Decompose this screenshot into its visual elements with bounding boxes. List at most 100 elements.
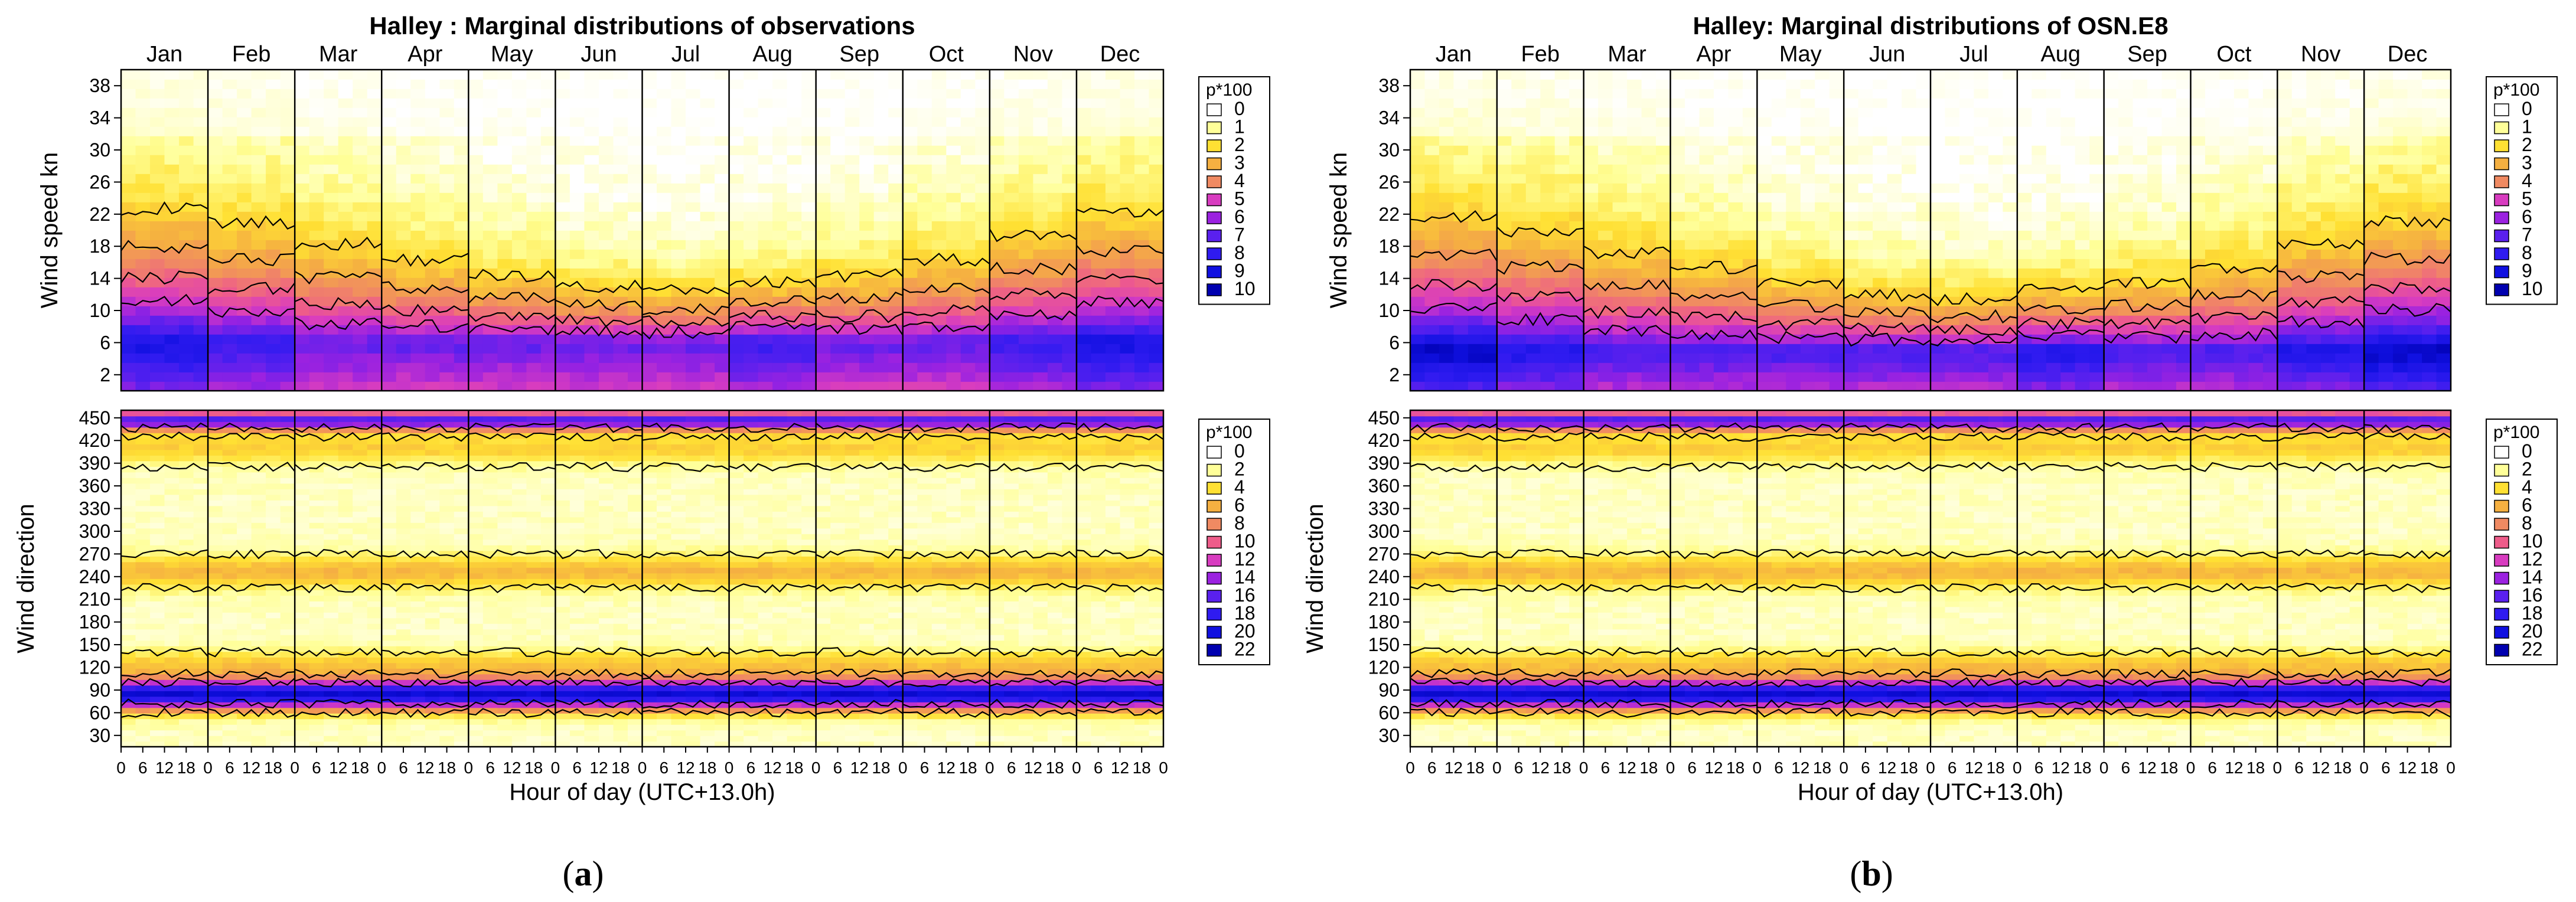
direction-y-tick-label: 60 [89, 702, 110, 723]
direction-y-tick-label: 390 [79, 453, 110, 474]
legend-swatch [2494, 283, 2509, 296]
x-axis-label: Hour of day (UTC+13.0h) [509, 779, 775, 805]
legend-swatch [1207, 571, 1222, 585]
hour-tick-label: 0 [551, 759, 560, 777]
legend-swatch [2494, 193, 2509, 207]
legend-swatch [1207, 482, 1222, 495]
direction-y-tick-label: 270 [1368, 543, 1400, 564]
hour-tick-label: 6 [1687, 759, 1697, 777]
legend-value: 3 [2522, 152, 2532, 174]
month-label: Mar [319, 42, 358, 67]
month-label: Mar [1607, 42, 1646, 67]
legend-swatch [1207, 211, 1222, 224]
speed-y-tick-label: 18 [89, 236, 110, 257]
legend-swatch [2494, 211, 2509, 224]
speed-y-axis-label: Wind speed kn [1326, 152, 1352, 309]
hour-tick-label: 6 [2381, 759, 2391, 777]
speed-plot-frame [120, 68, 1165, 392]
legend-value: 0 [2522, 440, 2532, 462]
month-label: Oct [2216, 42, 2252, 67]
hour-tick-label: 6 [1948, 759, 1957, 777]
direction-y-tick-label: 210 [79, 589, 110, 610]
hour-tick-label: 18 [872, 759, 890, 777]
month-label: Nov [2301, 42, 2341, 67]
speed-y-tick-label: 22 [1378, 204, 1400, 225]
legend-value: 18 [2522, 603, 2543, 624]
hour-tick-label: 0 [2446, 759, 2456, 777]
speed-y-tick-label: 2 [100, 364, 110, 385]
hour-tick-label: 18 [2160, 759, 2178, 777]
legend-swatch [2494, 607, 2509, 621]
direction-y-axis-label: Wind direction [13, 504, 39, 653]
legend-swatch [2494, 590, 2509, 603]
hour-tick-label: 6 [225, 759, 234, 777]
legend-swatch [1207, 499, 1222, 513]
hour-tick-label: 0 [1072, 759, 1081, 777]
direction-y-tick-label: 300 [1368, 521, 1400, 542]
direction-y-tick-label: 210 [1368, 589, 1400, 610]
hour-tick-label: 0 [1666, 759, 1675, 777]
hour-tick-label: 18 [177, 759, 195, 777]
hour-tick-label: 0 [985, 759, 994, 777]
legend-value: 6 [1234, 206, 1245, 227]
hour-tick-label: 18 [958, 759, 977, 777]
legend-swatch [1207, 446, 1222, 459]
legend-value: 5 [1234, 188, 1245, 210]
speed-y-tick-label: 14 [1378, 268, 1400, 289]
legend-value: 12 [1234, 548, 1256, 570]
legend-swatch [1207, 265, 1222, 279]
legend-swatch [2494, 482, 2509, 495]
legend-swatch [2494, 265, 2509, 279]
legend-swatch [2494, 175, 2509, 188]
hour-tick-label: 12 [1878, 759, 1896, 777]
hour-tick-label: 12 [937, 759, 956, 777]
hour-tick-label: 12 [1965, 759, 1983, 777]
panel-b: Halley: Marginal distributions of OSN.E8… [1302, 12, 2558, 893]
hour-tick-label: 0 [1926, 759, 1935, 777]
hour-tick-label: 12 [1024, 759, 1042, 777]
direction-y-tick-label: 240 [79, 566, 110, 587]
speed-y-tick-label: 10 [89, 300, 110, 321]
legend-swatch [1207, 535, 1222, 549]
direction-y-tick-label: 390 [1368, 453, 1400, 474]
direction-y-axis-label: Wind direction [1302, 504, 1328, 653]
hour-tick-label: 0 [811, 759, 821, 777]
legend-title: p*100 [1206, 80, 1252, 100]
legend-value: 10 [2522, 531, 2543, 552]
legend-value: 0 [1234, 98, 1245, 119]
hour-tick-label: 12 [850, 759, 869, 777]
month-label: Jul [1959, 42, 1988, 67]
hour-tick-label: 12 [2052, 759, 2070, 777]
direction-y-tick-label: 450 [1368, 407, 1400, 429]
month-label: Dec [1100, 42, 1140, 67]
legend-swatch [2494, 626, 2509, 639]
speed-y-tick-label: 30 [1378, 139, 1400, 161]
direction-y-tick-label: 330 [79, 498, 110, 519]
hour-tick-label: 6 [572, 759, 582, 777]
legend-value: 9 [2522, 260, 2532, 282]
legend-value: 8 [2522, 512, 2532, 534]
hour-tick-label: 6 [1514, 759, 1524, 777]
legend-value: 6 [2522, 206, 2532, 227]
legend-swatch [1207, 283, 1222, 296]
speed-y-tick-label: 26 [1378, 171, 1400, 192]
speed-y-tick-label: 22 [89, 204, 110, 225]
panel-caption: (b) [1850, 854, 1893, 893]
hour-tick-label: 6 [833, 759, 843, 777]
hour-tick-label: 18 [611, 759, 630, 777]
direction-y-tick-label: 330 [1368, 498, 1400, 519]
legend-value: 2 [2522, 459, 2532, 480]
hour-tick-label: 6 [1601, 759, 1610, 777]
legend-swatch [1207, 121, 1222, 135]
direction-y-tick-label: 120 [1368, 657, 1400, 678]
hour-tick-label: 0 [1753, 759, 1762, 777]
month-label: Jan [146, 42, 182, 67]
hour-tick-label: 18 [1466, 759, 1485, 777]
hour-tick-label: 6 [1774, 759, 1783, 777]
hour-tick-label: 6 [659, 759, 669, 777]
direction-y-tick-label: 30 [89, 725, 110, 746]
direction-y-tick-label: 150 [79, 634, 110, 655]
legend-value: 4 [2522, 170, 2532, 191]
hour-tick-label: 18 [1553, 759, 1571, 777]
